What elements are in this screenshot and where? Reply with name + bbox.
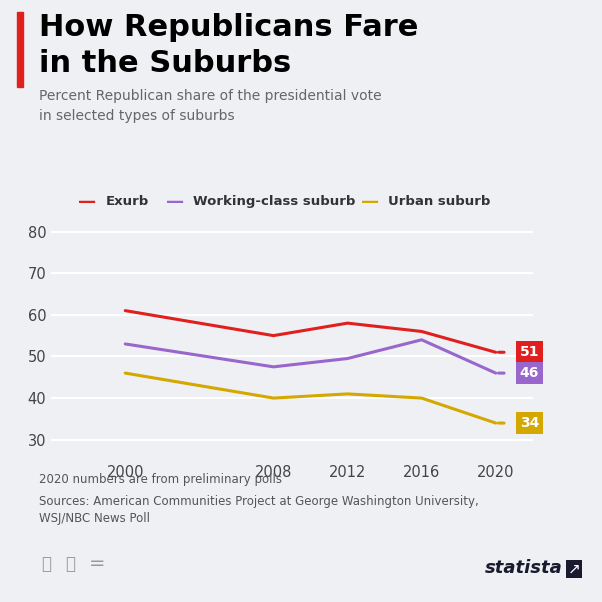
Text: statista: statista — [485, 559, 563, 577]
Text: in the Suburbs: in the Suburbs — [39, 49, 291, 78]
Text: ⓘ: ⓘ — [65, 555, 75, 573]
Text: ↗: ↗ — [568, 562, 580, 577]
Text: =: = — [89, 554, 105, 573]
Text: —: — — [361, 193, 379, 211]
Text: Urban suburb: Urban suburb — [388, 195, 491, 208]
Text: Working-class suburb: Working-class suburb — [193, 195, 355, 208]
Text: Exurb: Exurb — [105, 195, 149, 208]
Text: 46: 46 — [520, 366, 539, 380]
Text: How Republicans Fare: How Republicans Fare — [39, 13, 418, 42]
Text: 2020 numbers are from preliminary polls: 2020 numbers are from preliminary polls — [39, 473, 282, 486]
Text: —: — — [166, 193, 184, 211]
Text: 34: 34 — [520, 416, 539, 430]
Text: —: — — [78, 193, 96, 211]
Text: 51: 51 — [520, 346, 539, 359]
Text: Ⓒ: Ⓒ — [41, 555, 51, 573]
Text: Percent Republican share of the presidential vote
in selected types of suburbs: Percent Republican share of the presiden… — [39, 89, 382, 123]
Text: Sources: American Communities Project at George Washington University,
WSJ/NBC N: Sources: American Communities Project at… — [39, 495, 479, 525]
